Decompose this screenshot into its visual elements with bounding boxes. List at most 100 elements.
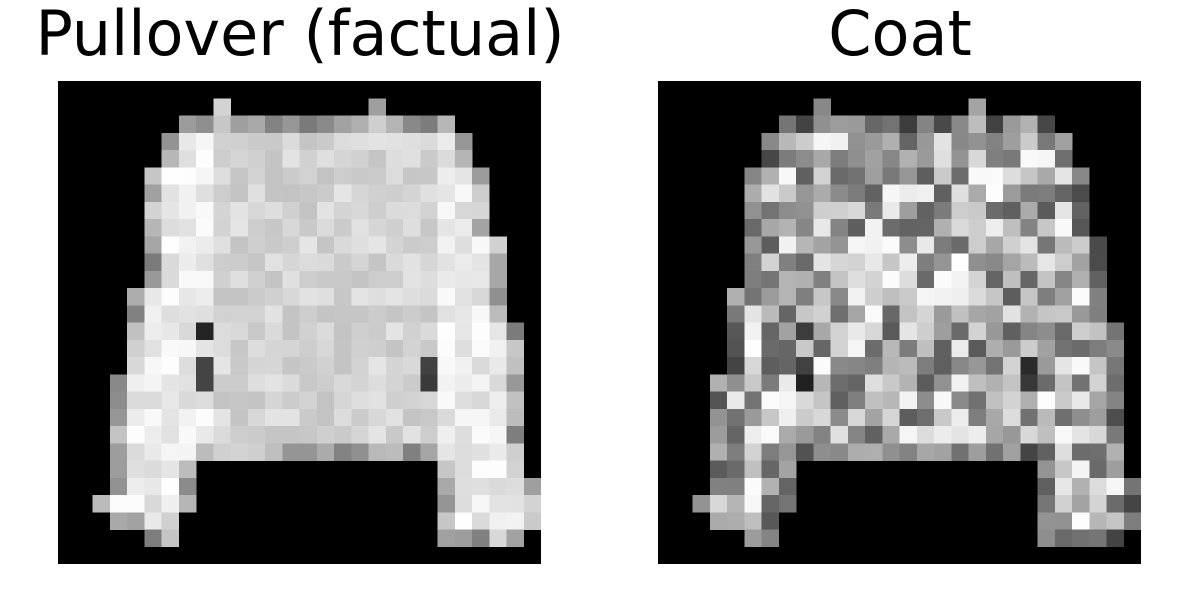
pixel [178,339,197,358]
pixel [368,391,387,410]
pixel [247,201,266,220]
pixel [334,201,352,220]
pixel [1003,270,1021,289]
pixel [830,357,849,375]
pixel [489,270,507,289]
pixel [899,408,918,427]
pixel [489,322,507,341]
pixel [282,201,300,220]
pixel [161,529,180,548]
pixel [1089,512,1107,530]
pixel [282,270,300,289]
pixel [403,132,421,151]
pixel [178,132,197,151]
pixel [196,408,214,427]
pixel [437,270,456,289]
pixel [334,167,352,185]
pixel [899,115,918,134]
pixel [727,288,745,306]
pixel [796,357,814,375]
pixel [247,236,266,254]
pixel [282,443,300,461]
pixel [472,270,490,289]
pixel [523,512,541,530]
pixel [916,115,935,134]
pixel [727,374,745,392]
pixel [282,115,300,134]
pixel [1037,305,1056,323]
pixel [489,288,507,306]
pixel [1072,460,1090,479]
pixel [899,184,918,203]
pixel [1106,391,1125,410]
pixel [472,495,490,513]
pixel [161,132,180,151]
pixel [1106,443,1125,461]
pixel [813,201,831,220]
pixel [813,408,831,427]
pixel [196,270,214,289]
pixel [213,236,231,254]
pixel [230,201,249,220]
pixel [230,236,249,254]
pixel [761,322,780,341]
pixel [230,253,249,272]
pixel [744,219,762,237]
pixel [830,150,849,168]
pixel [265,339,283,358]
pixel [316,288,335,306]
pixel [830,201,849,220]
pixel [368,374,387,392]
pixel [968,357,987,375]
pixel [985,322,1004,341]
pixel [1106,477,1125,496]
pixel [709,374,728,392]
pixel [144,391,162,410]
pixel [1020,305,1038,323]
pixel [420,408,438,427]
pixel [1089,236,1107,254]
pixel [830,305,849,323]
pixel [196,219,214,237]
pixel [403,305,421,323]
pixel [265,270,283,289]
pixel [968,391,987,410]
pixel [472,219,490,237]
pixel [437,374,456,392]
pixel [985,201,1004,220]
pixel [316,408,335,427]
pixel [420,167,438,185]
pixel [282,305,300,323]
pixel [196,374,214,392]
pixel [985,426,1004,444]
pixel [196,357,214,375]
pixel [213,115,231,134]
pixel [368,408,387,427]
pixel [92,495,111,513]
pixel [796,167,814,185]
pixel [506,477,525,496]
pixel [916,219,935,237]
pixel [968,236,987,254]
pixel [813,132,831,151]
pixel [403,253,421,272]
pixel [247,184,266,203]
pixel [899,150,918,168]
pixel [299,391,318,410]
pixel [865,253,883,272]
pixel [778,150,797,168]
pixel [178,426,197,444]
pixel [351,184,369,203]
pixel [1123,495,1141,513]
pixel [1003,184,1021,203]
pixel [916,443,935,461]
pixel [299,167,318,185]
pixel [899,219,918,237]
pixel [437,339,456,358]
pixel [472,167,490,185]
pixel [1089,477,1107,496]
pixel [265,357,283,375]
pixel [127,443,145,461]
pixel [951,219,969,237]
pixel [916,253,935,272]
